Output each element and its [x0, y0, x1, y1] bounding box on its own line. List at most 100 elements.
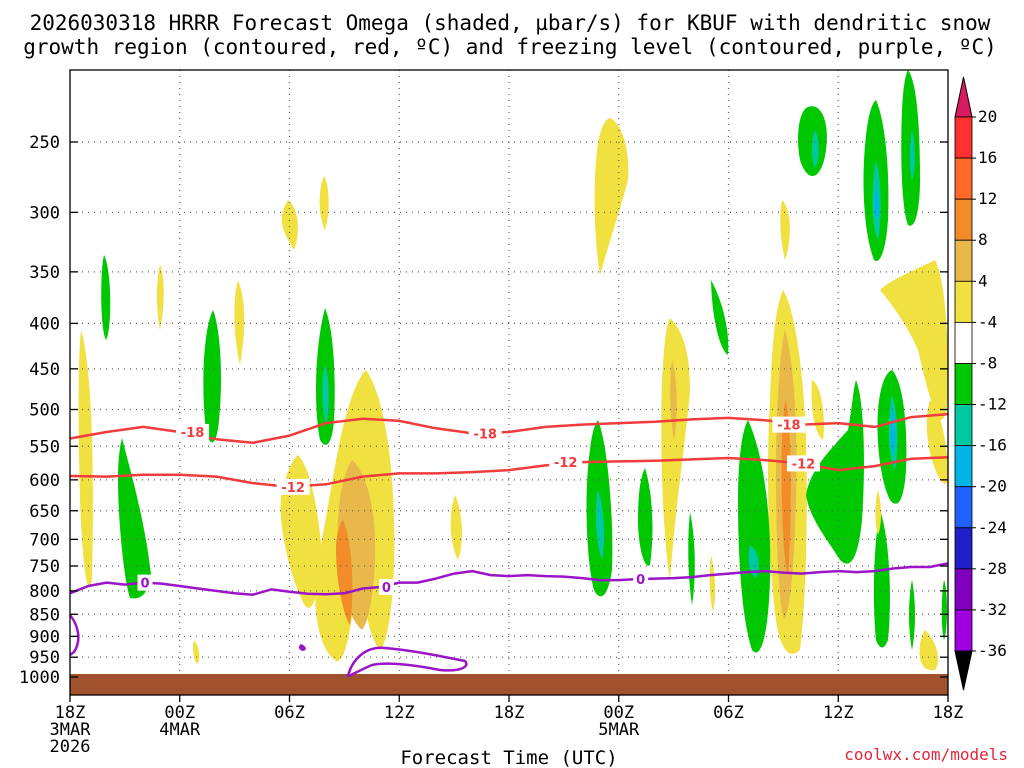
omega-blob-4	[157, 265, 164, 330]
omega-blob-25	[709, 555, 716, 612]
colorbar-label: 12	[978, 189, 997, 208]
colorbar-label: -24	[978, 518, 1007, 537]
colorbar-label: 20	[978, 107, 997, 126]
contour-label-bg	[633, 571, 649, 588]
colorbar-segment-7	[954, 404, 973, 447]
omega-blob-13	[336, 520, 353, 625]
omega-blob-6	[203, 310, 221, 443]
y-tick-label: 950	[29, 648, 60, 668]
omega-blob-18	[594, 118, 629, 275]
colorbar-label: -20	[978, 477, 1007, 496]
x-tick-label: 5MAR	[598, 720, 640, 740]
colorbar-segment-0	[954, 116, 973, 159]
colorbar-label: -12	[978, 395, 1007, 414]
omega-blob-20	[595, 490, 605, 560]
contour-label--18: -18	[777, 419, 801, 434]
omega-blob-2	[101, 255, 111, 340]
ground-surface	[70, 674, 948, 695]
omega-blob-27	[780, 200, 790, 260]
omega-blob-16	[450, 495, 462, 560]
colorbar-label: 4	[978, 271, 988, 290]
contour-label-0: 0	[140, 577, 149, 592]
contour-label-bg	[137, 574, 153, 591]
contour-label--12: -12	[792, 457, 816, 472]
omega-blob-33	[798, 106, 827, 177]
contour-label-0: 0	[636, 573, 645, 588]
omega-colorbar: 20 16 12 8 4 -4 -8 -12 -16 -20 -24 -28 -32 -36	[954, 76, 1007, 691]
y-tick-label: 700	[29, 530, 60, 550]
colorbar-segment-2	[954, 198, 973, 241]
omega-blob-32	[748, 545, 759, 578]
colorbar-label: -28	[978, 559, 1007, 578]
omega-blob-42	[880, 260, 948, 420]
y-tick-label: 300	[29, 203, 60, 223]
y-tick-label: 550	[29, 437, 60, 457]
omega-blob-47	[873, 510, 890, 648]
omega-blob-22	[661, 318, 690, 580]
chart-title-line1: 2026030318 HRRR Forecast Omega (shaded, …	[30, 11, 991, 35]
colorbar-label: -8	[978, 353, 997, 372]
y-tick-label: 400	[29, 314, 60, 334]
colorbar-segment-1	[954, 157, 973, 200]
y-tick-label: 850	[29, 605, 60, 625]
colorbar-segment-11	[954, 568, 973, 611]
x-tick-label: 12Z	[823, 703, 854, 723]
omega-shading	[78, 70, 948, 671]
omega-blob-8	[281, 200, 298, 250]
omega-blob-48	[875, 490, 881, 535]
colorbar-segment-3	[954, 239, 973, 282]
x-tick-label: 2026	[50, 737, 91, 757]
contour-0-2	[69, 562, 949, 596]
contour-label-bg	[378, 579, 394, 596]
colorbar-segment-5	[954, 321, 973, 364]
x-tick-label: 06Z	[274, 703, 305, 723]
colorbar-label: -4	[978, 312, 997, 331]
colorbar-label: -32	[978, 600, 1007, 619]
x-tick-label: 12Z	[384, 703, 415, 723]
x-tick-label: 3MAR	[50, 720, 92, 740]
omega-blob-34	[812, 130, 819, 168]
colorbar-segment-6	[954, 363, 973, 405]
chart-title-line2: growth region (contoured, red, ºC) and f…	[23, 35, 997, 59]
colorbar-segment-4	[954, 280, 973, 323]
colorbar-segment-9	[954, 486, 973, 529]
y-tick-label: 250	[29, 133, 60, 153]
colorbar-segment-10	[954, 527, 973, 570]
colorbar-bottom-triangle	[954, 650, 973, 691]
contour-label-bg	[549, 454, 583, 471]
y-tick-label: 1000	[19, 668, 60, 688]
omega-blob-17	[298, 644, 306, 651]
omega-blob-49	[919, 630, 939, 671]
credit-text: coolwx.com/models	[844, 745, 1008, 764]
omega-blob-39	[874, 190, 880, 220]
x-tick-label: 18Z	[933, 703, 964, 723]
y-tick-label: 750	[29, 557, 60, 577]
omega-blob-15	[322, 365, 329, 425]
freezing-level-left-contour	[69, 614, 80, 656]
x-axis-label: Forecast Time (UTC)	[400, 747, 617, 768]
omega-blob-41	[909, 130, 915, 180]
freezing-level-low-contour	[346, 646, 468, 678]
omega-blob-35	[811, 380, 824, 440]
omega-blob-24	[688, 512, 695, 605]
contour-label--18: -18	[181, 426, 205, 441]
contour-label-bg	[786, 455, 820, 472]
colorbar-top-triangle	[954, 76, 973, 118]
omega-blob-30	[781, 400, 791, 575]
omega-blob-36	[806, 380, 864, 564]
omega-blob-5	[193, 640, 200, 664]
contour-label-bg	[468, 425, 502, 442]
x-tick-label: 18Z	[494, 703, 525, 723]
contour-label--18: -18	[473, 427, 497, 442]
omega-blob-9	[319, 176, 329, 230]
contour-label-bg	[772, 416, 806, 433]
omega-blob-3	[118, 438, 151, 599]
y-tick-label: 600	[29, 471, 60, 491]
omega-blob-7	[234, 280, 245, 365]
contour-lines: -18 -18 -18 -12 -12 -12 0 0 0	[69, 412, 949, 596]
omega-blob-31	[738, 420, 771, 653]
y-tick-label: 500	[29, 401, 60, 421]
y-tick-label: 900	[29, 627, 60, 647]
